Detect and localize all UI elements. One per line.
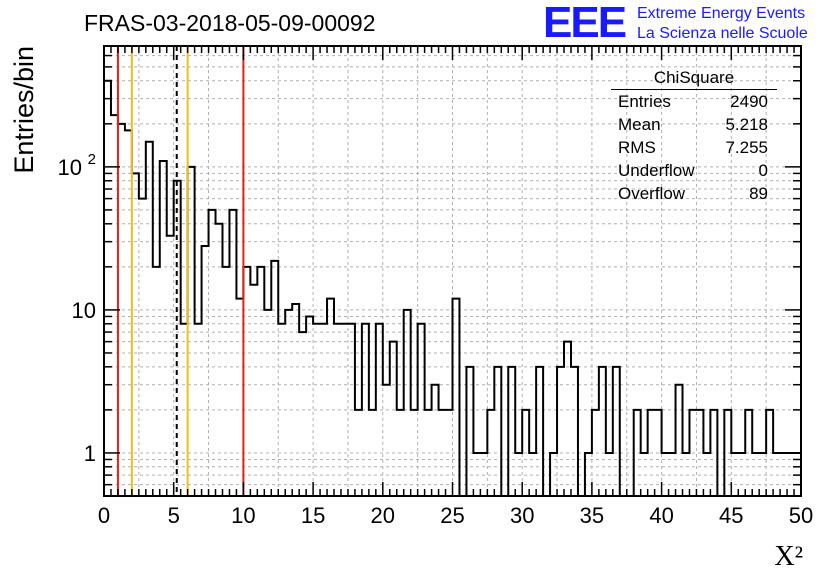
stats-label: RMS (618, 138, 656, 157)
x-tick-label: 10 (231, 503, 255, 528)
y-tick-label: 10 (58, 155, 82, 180)
stats-label: Underflow (618, 161, 695, 180)
y-tick-label: 1 (84, 441, 96, 466)
x-tick-label: 40 (649, 503, 673, 528)
logo-line-1: Extreme Energy Events (637, 5, 806, 22)
logo-line-2: La Scienza nelle Scuole (637, 25, 808, 42)
x-tick-label: 30 (510, 503, 534, 528)
y-tick-label-exponent: 2 (88, 151, 96, 168)
chart-title: FRAS-03-2018-05-09-00092 (84, 10, 376, 36)
x-tick-label: 25 (440, 503, 464, 528)
stats-value: 0 (758, 161, 768, 180)
stats-row-overflow: Overflow 89 (611, 182, 777, 205)
stats-row-entries: Entries 2490 (611, 90, 777, 113)
stats-label: Entries (618, 92, 671, 111)
y-axis-label: Entries/bin (9, 46, 39, 174)
stats-box: ChiSquare Entries 2490 Mean 5.218 RMS 7.255… (611, 66, 777, 205)
x-tick-label: 5 (168, 503, 180, 528)
stats-title: ChiSquare (611, 66, 777, 90)
x-tick-label: 20 (371, 503, 395, 528)
x-tick-label: 35 (580, 503, 604, 528)
histogram-series (104, 79, 801, 497)
stats-row-mean: Mean 5.218 (611, 113, 777, 136)
eee-logo: EEE (543, 0, 627, 47)
x-tick-label: 45 (719, 503, 743, 528)
stats-value: 7.255 (725, 138, 768, 157)
stats-value: 2490 (730, 92, 768, 111)
stats-row-underflow: Underflow 0 (611, 159, 777, 182)
x-tick-label: 50 (789, 503, 813, 528)
stats-label: Mean (618, 115, 661, 134)
y-tick-label: 10 (72, 298, 96, 323)
x-tick-label: 0 (98, 503, 110, 528)
stats-value: 89 (749, 184, 768, 203)
stats-value: 5.218 (725, 115, 768, 134)
stats-label: Overflow (618, 184, 686, 203)
stats-row-rms: RMS 7.255 (611, 136, 777, 159)
x-tick-label: 15 (301, 503, 325, 528)
x-axis-label: X² (774, 541, 803, 572)
